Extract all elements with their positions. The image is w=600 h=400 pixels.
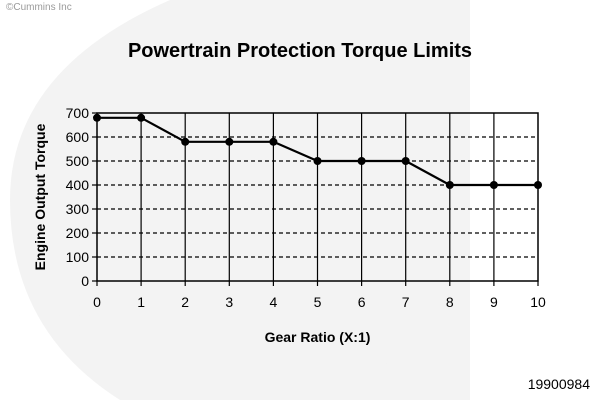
y-tick-label: 700	[66, 105, 90, 121]
x-tick-label: 1	[137, 294, 145, 310]
data-point	[313, 157, 322, 165]
data-point	[269, 137, 278, 146]
document-number: 19900984	[527, 376, 590, 392]
y-tick-label: 400	[66, 177, 90, 193]
y-tick-label: 600	[66, 129, 90, 145]
y-tick-labels: 0 100 200 300 400 500 600 700	[66, 105, 90, 289]
data-point	[445, 181, 454, 189]
x-tick-label: 3	[225, 294, 233, 310]
x-tick-label: 6	[358, 294, 366, 310]
data-point	[225, 137, 234, 146]
data-point	[401, 157, 410, 165]
y-tick-label: 200	[66, 225, 90, 241]
data-point	[181, 137, 190, 146]
x-tick-label: 0	[93, 294, 101, 310]
x-tick-label: 4	[270, 294, 278, 310]
x-tick-label: 8	[446, 294, 454, 310]
data-point	[357, 157, 366, 165]
x-tick-labels: 0 1 2 3 4 5 6 7 8 9 10	[93, 294, 546, 310]
x-axis-label: Gear Ratio (X:1)	[265, 329, 371, 345]
chart-title: Powertrain Protection Torque Limits	[127, 40, 473, 62]
x-tick-label: 7	[402, 294, 410, 310]
data-point	[534, 181, 542, 189]
y-tick-label: 100	[66, 249, 90, 265]
y-tick-label: 0	[81, 273, 89, 289]
y-tick-label: 300	[66, 201, 90, 217]
data-point	[137, 113, 146, 122]
x-tick-label: 10	[530, 294, 546, 310]
y-tick-label: 500	[66, 153, 90, 169]
x-tick-label: 2	[181, 294, 189, 310]
copyright-notice: ©Cummins Inc	[6, 2, 72, 13]
plot-frame	[96, 112, 539, 282]
x-tick-label: 9	[490, 294, 498, 310]
data-points	[93, 113, 542, 189]
grid-lines	[92, 112, 539, 286]
y-axis-label: Engine Output Torque	[32, 123, 48, 270]
data-point	[489, 181, 498, 189]
data-point	[93, 113, 101, 122]
x-tick-label: 5	[314, 294, 322, 310]
